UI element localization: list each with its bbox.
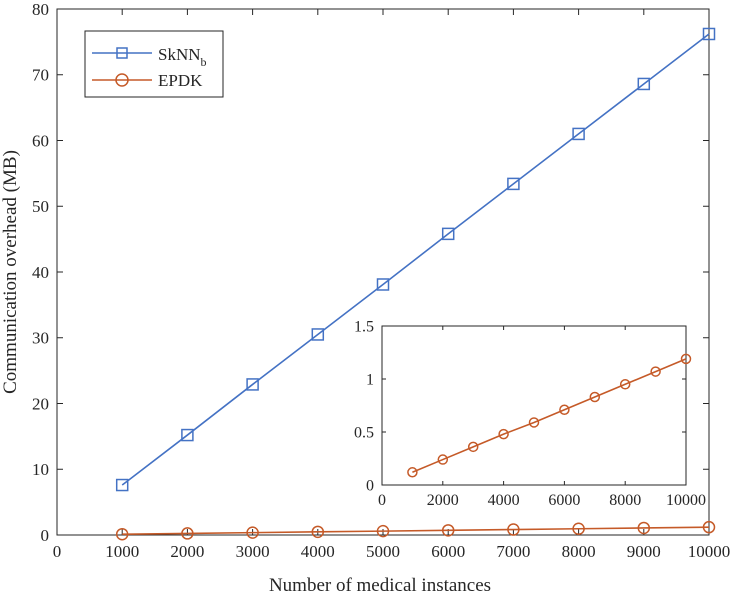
main-x-tick-label: 10000	[688, 542, 731, 561]
main-y-tick-label: 60	[32, 131, 49, 150]
inset-axes: 0 2000 4000 6000 8000 10000 0 0.5 1 1.5	[354, 319, 706, 509]
main-series-2-point	[246, 526, 259, 539]
y-axis-label: Communication overhead (MB)	[0, 150, 21, 394]
inset-x-tick-label: 6000	[548, 492, 580, 509]
main-x-tick-label: 1000	[105, 542, 139, 561]
main-series-2-point	[572, 522, 585, 536]
main-series-2-point	[441, 524, 455, 537]
inset-series-1-point	[528, 417, 540, 428]
inset-x-tick-label: 0	[378, 492, 386, 509]
legend-entry-series-1: SkNNb	[92, 45, 207, 69]
main-x-tick-label: 7000	[496, 542, 530, 561]
inset-series-1-point	[467, 441, 479, 453]
main-series-1-point	[637, 77, 651, 91]
main-series-2-point	[702, 520, 716, 534]
inset-series	[407, 353, 692, 478]
main-series-2-line	[122, 526, 710, 536]
main-x-tick-label: 5000	[366, 542, 400, 561]
legend-marker-series-1	[116, 47, 128, 59]
main-series-2-point	[376, 524, 390, 538]
main-series-2-point	[181, 527, 194, 540]
main-x-tick-label: 4000	[301, 542, 335, 561]
main-series-2-point	[637, 521, 651, 535]
main-y-tick-label: 50	[32, 197, 49, 216]
inset-series-1-line	[412, 358, 687, 474]
main-y-tick-label: 0	[41, 526, 50, 545]
legend-label-series-1-subscript: b	[201, 55, 207, 69]
main-series-1-point	[115, 478, 129, 492]
main-series-2-point	[311, 525, 325, 539]
inset-series-1-point	[680, 353, 692, 365]
inset-series-1-point	[407, 467, 418, 478]
main-y-tick-label: 20	[32, 394, 49, 413]
main-y-tick-label: 80	[32, 0, 49, 19]
main-x-tick-label: 8000	[562, 542, 596, 561]
inset-x-tick-label: 8000	[609, 492, 641, 509]
main-x-tick-label: 2000	[170, 542, 204, 561]
inset-x-tick-label: 10000	[666, 492, 706, 509]
main-y-tick-label: 10	[32, 460, 49, 479]
inset-y-tick-label: 0	[366, 478, 374, 495]
main-y-tick-label: 70	[32, 66, 49, 85]
main-y-tick-label: 30	[32, 329, 49, 348]
main-series-2-point	[115, 527, 129, 541]
main-x-tick-label: 6000	[431, 542, 465, 561]
main-x-tick-label: 9000	[627, 542, 661, 561]
inset-ticks: 0 2000 4000 6000 8000 10000 0 0.5 1 1.5	[354, 319, 706, 509]
main-series-1-point	[702, 27, 716, 41]
inset-series-1-point	[589, 391, 601, 403]
inset-y-tick-label: 0.5	[354, 425, 374, 442]
legend-label-series-1: SkNNb	[158, 45, 207, 69]
inset-x-tick-label: 4000	[488, 492, 520, 509]
main-series-2-point	[507, 523, 520, 536]
legend-marker-series-2	[115, 73, 129, 87]
main-series-1-point	[572, 127, 585, 141]
main-x-tick-label: 3000	[236, 542, 270, 561]
inset-series-1-point	[498, 428, 509, 440]
inset-x-tick-label: 2000	[427, 492, 459, 509]
main-series-1-point	[441, 227, 455, 241]
inset-y-tick-label: 1.5	[354, 319, 374, 336]
main-series-1-point	[507, 177, 520, 191]
legend-label-series-1-name: SkNN	[158, 45, 201, 64]
inset-series-1-point	[437, 454, 449, 465]
inset-series-1-point	[650, 366, 661, 377]
inset-series-1-point	[559, 404, 570, 415]
main-series	[115, 27, 716, 541]
legend-label-series-2: EPDK	[158, 71, 203, 90]
inset-series-1-point	[619, 379, 631, 390]
inset-y-tick-label: 1	[366, 372, 374, 389]
main-y-tick-label: 40	[32, 263, 49, 282]
inset-plot-frame	[381, 325, 687, 486]
legend-entry-series-2: EPDK	[92, 71, 203, 90]
main-series-1-line	[121, 33, 710, 486]
legend: SkNNb EPDK	[84, 30, 224, 98]
main-ticks: 0 1000 2000 3000 4000 5000 6000 7000 8000 9000 100…	[32, 0, 730, 561]
main-series-1-point	[311, 328, 325, 341]
main-series-1-point	[246, 378, 259, 391]
main-series-1-point	[376, 278, 390, 291]
main-x-tick-label: 0	[53, 542, 62, 561]
x-axis-label: Number of medical instances	[269, 575, 491, 596]
main-series-1-point	[181, 428, 194, 442]
legend-box	[84, 30, 224, 98]
